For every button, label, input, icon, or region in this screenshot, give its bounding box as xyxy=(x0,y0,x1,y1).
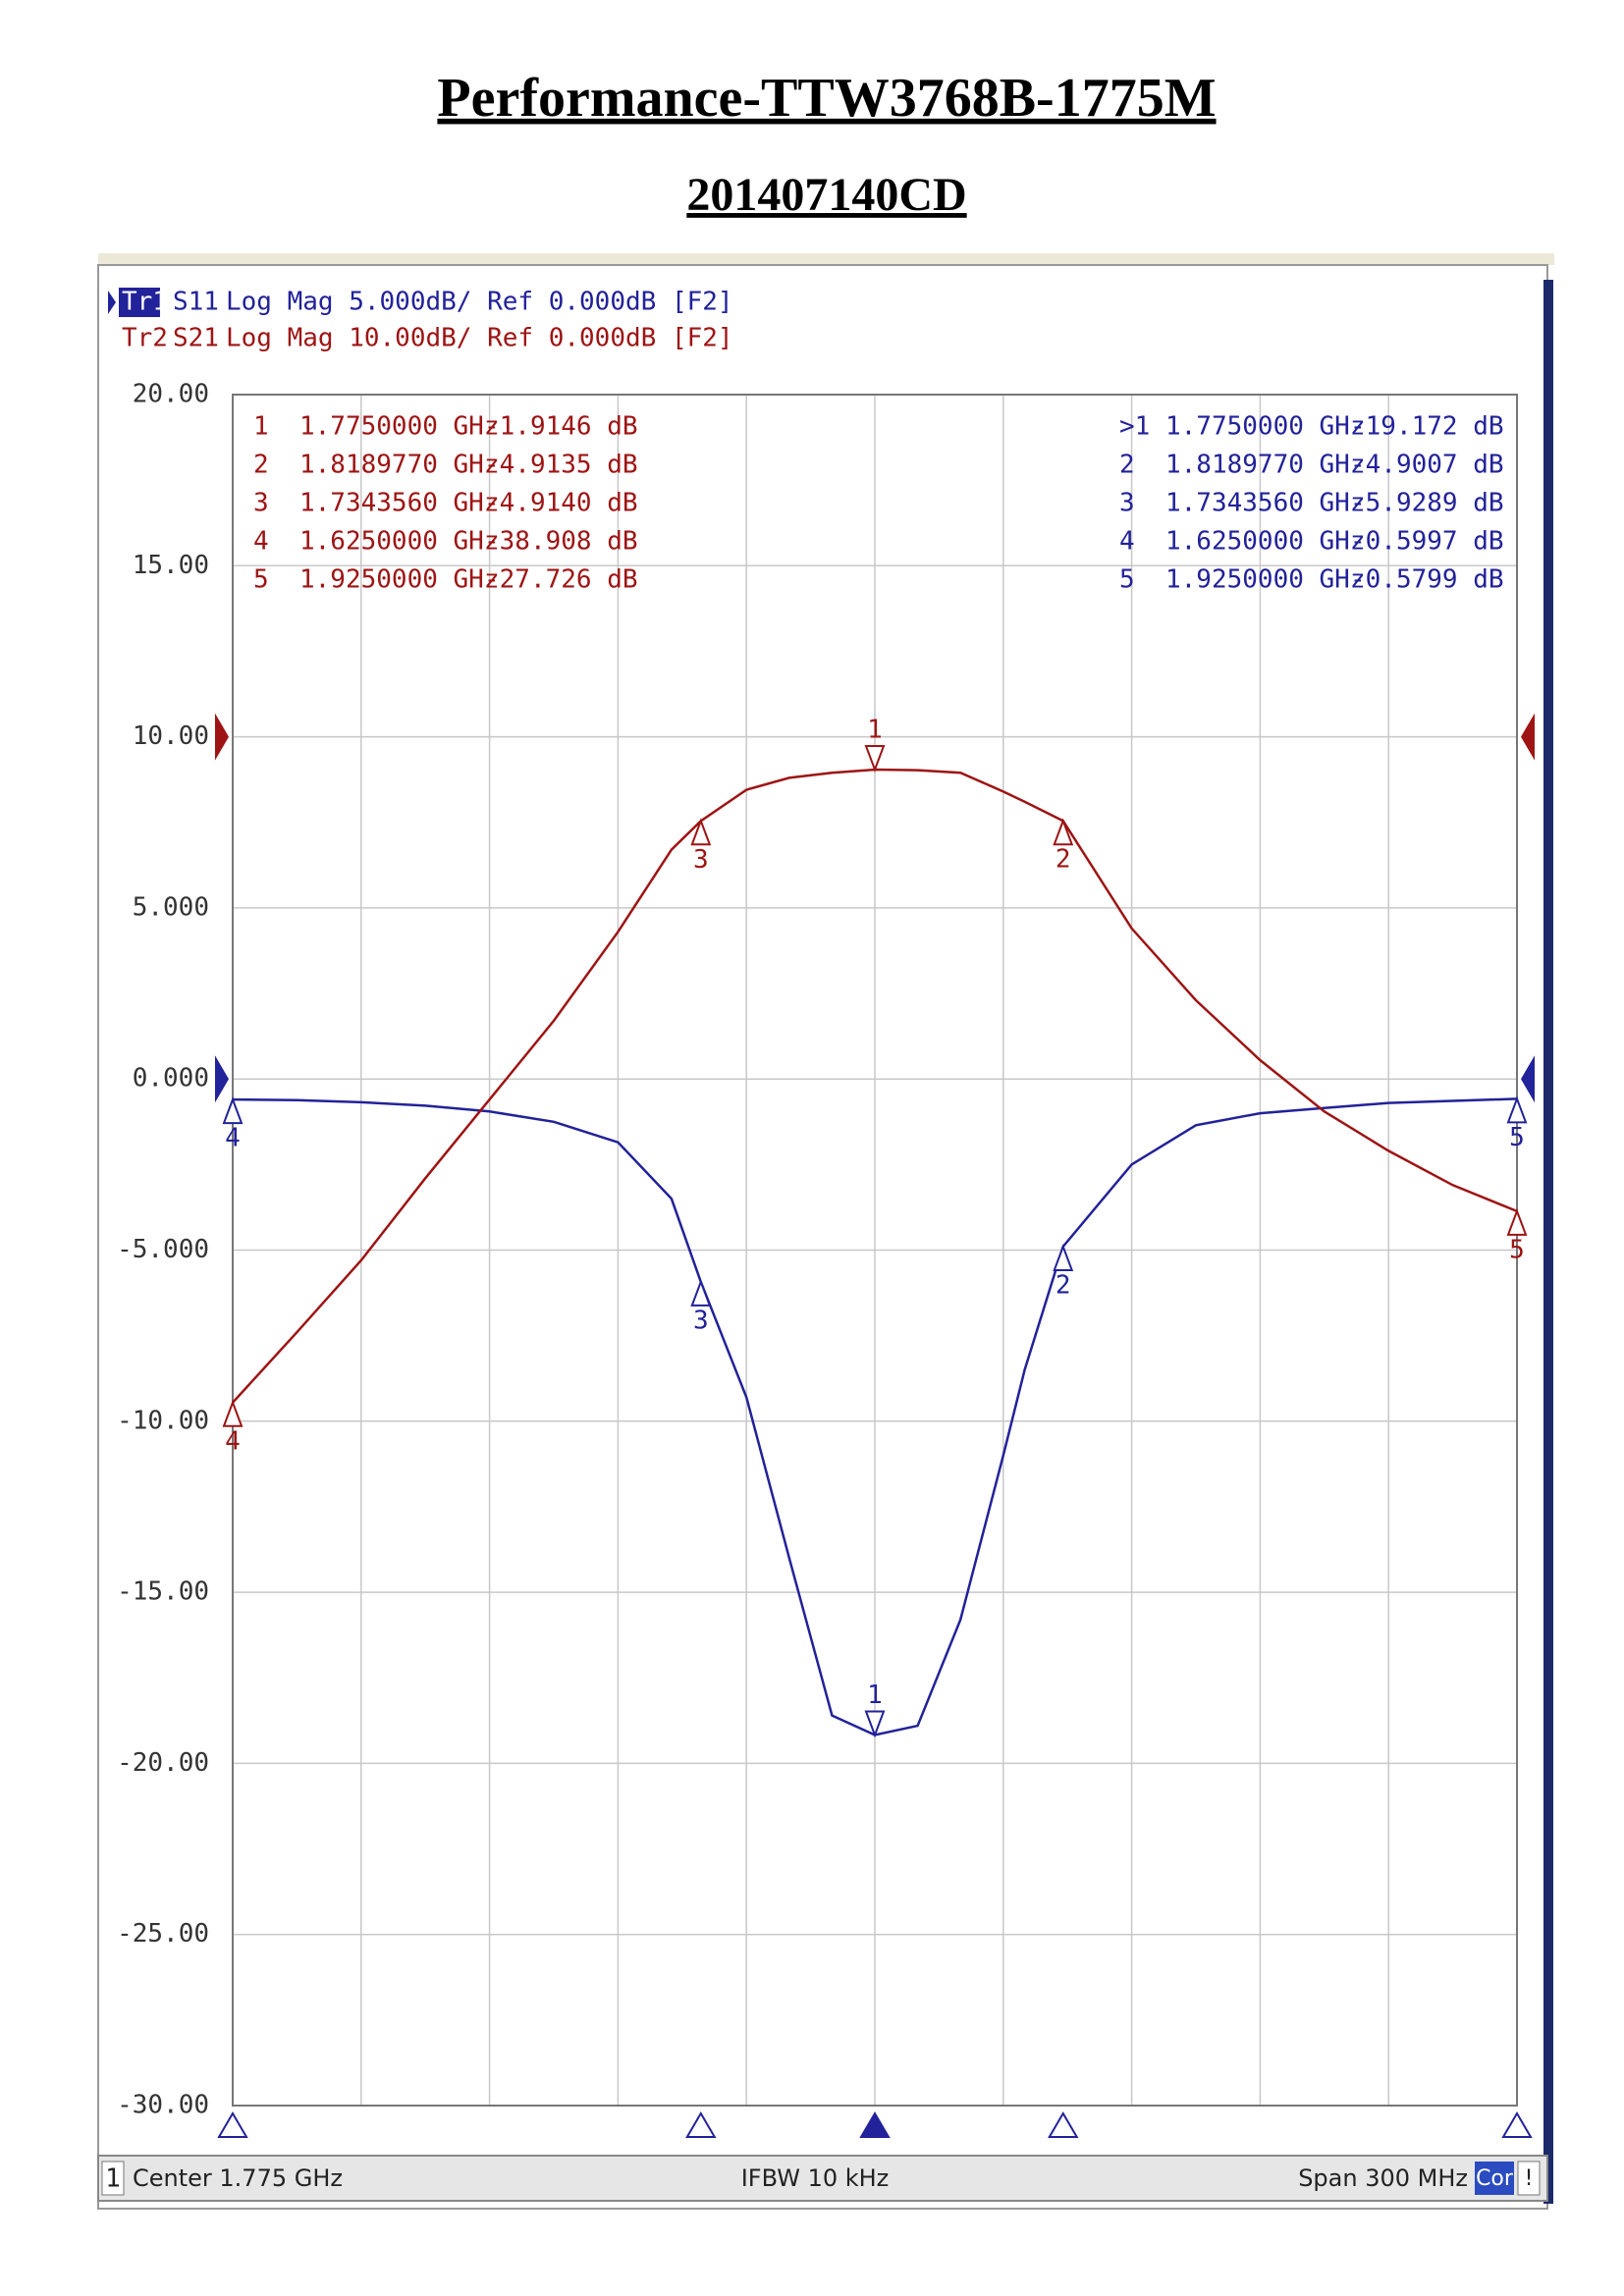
readout-value: -5.9289 dB xyxy=(1350,489,1504,518)
marker-label: 2 xyxy=(1056,845,1071,875)
x-marker-pointer xyxy=(859,2111,891,2138)
y-tick-label: 15.00 xyxy=(133,551,209,580)
readout-frequency: 1.6250000 GHz xyxy=(1165,527,1366,557)
y-tick-label: 5.000 xyxy=(133,892,209,922)
y-tick-label: -25.00 xyxy=(117,1919,209,1949)
ref-pointer-left xyxy=(215,1055,229,1103)
readout-id: 5 xyxy=(253,565,269,595)
x-marker-pointer xyxy=(217,2111,248,2138)
ref-pointer-right xyxy=(1521,1055,1535,1103)
marker-symbol xyxy=(864,744,886,773)
readout-id: 4 xyxy=(1119,527,1135,557)
readout-value: -0.5799 dB xyxy=(1350,565,1504,595)
marker-symbol xyxy=(690,1279,712,1307)
readout-frequency: 1.8189770 GHz xyxy=(299,451,500,480)
alert-box xyxy=(1517,2161,1541,2196)
readout-value: -4.9140 dB xyxy=(484,489,638,518)
marker-symbol xyxy=(1506,1208,1528,1236)
side-bar xyxy=(1543,280,1553,2204)
span: Span 300 MHz xyxy=(1298,2164,1468,2192)
y-tick-label: -30.00 xyxy=(117,2091,209,2120)
readout-frequency: 1.9250000 GHz xyxy=(299,565,500,595)
active-trace-pointer xyxy=(108,291,116,314)
correction: Cor xyxy=(1476,2166,1514,2191)
y-tick-label: 0.000 xyxy=(133,1064,209,1094)
marker-symbol xyxy=(864,1710,886,1738)
readout-id: 1 xyxy=(253,412,269,442)
marker-label: 1 xyxy=(867,715,883,744)
active-trace-box xyxy=(119,288,160,317)
readout-value: -0.5997 dB xyxy=(1350,527,1504,557)
readout-value: -4.9007 dB xyxy=(1350,451,1504,480)
trace-id: Tr2 xyxy=(122,324,168,353)
marker-symbol xyxy=(690,818,712,846)
y-tick-label: -20.00 xyxy=(117,1748,209,1778)
marker-symbol xyxy=(1506,1095,1528,1124)
center-frequency: Center 1.775 GHz xyxy=(133,2164,343,2192)
readout-frequency: 1.9250000 GHz xyxy=(1165,565,1366,595)
legend-entry: S11 xyxy=(173,288,219,317)
readout-id: 2 xyxy=(253,451,269,480)
marker-symbol xyxy=(1053,1244,1074,1272)
y-tick-label: -15.00 xyxy=(117,1577,209,1607)
readout-frequency: 1.7343560 GHz xyxy=(299,489,500,518)
readout-value: -4.9135 dB xyxy=(484,451,638,480)
marker-label: 4 xyxy=(225,1426,241,1456)
trace-id: Tr1 xyxy=(122,288,168,317)
legend-entry: S21 xyxy=(173,324,219,353)
marker-label: 4 xyxy=(225,1124,241,1153)
alert: ! xyxy=(1525,2166,1534,2191)
readout-id: >1 xyxy=(1119,412,1150,442)
marker-label: 1 xyxy=(867,1681,883,1710)
y-tick-label: -5.000 xyxy=(117,1235,209,1264)
channel-number: 1 xyxy=(105,2164,121,2194)
marker-symbol xyxy=(222,1096,244,1125)
marker-symbol xyxy=(222,1399,244,1427)
trace-format: Log Mag 5.000dB/ Ref 0.000dB [F2] xyxy=(226,288,733,317)
readout-id: 2 xyxy=(1119,451,1135,480)
readout-frequency: 1.7750000 GHz xyxy=(1165,412,1366,442)
ref-pointer-left xyxy=(215,713,229,761)
x-marker-pointer xyxy=(685,2111,717,2138)
marker-label: 2 xyxy=(1056,1271,1071,1301)
readout-id: 4 xyxy=(253,527,269,557)
y-tick-label: 10.00 xyxy=(133,721,209,751)
marker-label: 5 xyxy=(1509,1235,1525,1264)
trace-format: Log Mag 10.00dB/ Ref 0.000dB [F2] xyxy=(226,324,733,353)
status-bar xyxy=(97,2155,1548,2202)
readout-frequency: 1.7750000 GHz xyxy=(299,412,500,442)
ref-pointer-right xyxy=(1521,713,1535,761)
marker-label: 3 xyxy=(693,1306,709,1335)
document-title: Performance-TTW3768B-1775M xyxy=(437,68,1216,129)
ifbw: IFBW 10 kHz xyxy=(741,2164,890,2192)
ruler-strip xyxy=(98,253,1554,265)
readout-frequency: 1.7343560 GHz xyxy=(1165,489,1366,518)
y-tick-label: -10.00 xyxy=(117,1406,209,1435)
readout-id: 3 xyxy=(1119,489,1135,518)
readout-id: 5 xyxy=(1119,565,1135,595)
screen-frame xyxy=(97,264,1548,2210)
readout-value: -38.908 dB xyxy=(484,527,638,557)
marker-symbol xyxy=(1053,818,1074,846)
channel-box xyxy=(101,2161,125,2196)
correction-box xyxy=(1475,2162,1514,2195)
readout-id: 3 xyxy=(253,489,269,518)
readout-value: -1.9146 dB xyxy=(484,412,638,442)
document-subtitle: 201407140CD xyxy=(686,169,966,221)
readout-frequency: 1.6250000 GHz xyxy=(299,527,500,557)
x-marker-pointer xyxy=(1501,2111,1533,2138)
readout-value: -19.172 dB xyxy=(1350,412,1504,442)
y-tick-label: 20.00 xyxy=(133,380,209,409)
marker-label: 3 xyxy=(693,845,709,875)
plot-frame xyxy=(232,394,1518,2107)
x-marker-pointer xyxy=(1047,2111,1079,2138)
readout-value: -27.726 dB xyxy=(484,565,638,595)
readout-frequency: 1.8189770 GHz xyxy=(1165,451,1366,480)
marker-label: 5 xyxy=(1509,1123,1525,1152)
